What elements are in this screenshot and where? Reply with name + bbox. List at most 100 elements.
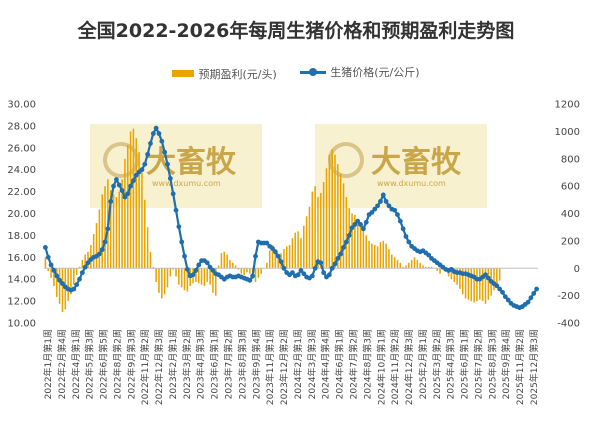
profit-bar [132,128,135,269]
y-left-tick-label: 26.00 [7,143,36,154]
profit-bar [166,268,169,288]
profit-bar [98,209,101,269]
profit-bar [67,268,69,302]
profit-bar [419,262,421,269]
profit-bar [351,213,353,269]
price-point [156,131,162,136]
profit-bar [464,268,467,299]
price-point [116,182,122,188]
profit-bar [78,266,81,269]
profit-bar [430,266,433,269]
profit-bar [291,238,294,269]
profit-bar [283,249,285,269]
price-point [525,299,531,305]
price-point [250,273,256,279]
y-right-tick-label: -400 [557,319,580,330]
price-point [343,239,349,245]
profit-bar [232,262,234,269]
x-tick-label: 2022年8月第2周 [111,329,123,399]
watermark: 大畜牧 www.dxumu.com 大畜牧 www.dxumu.com [90,124,487,208]
profit-bar [81,260,84,269]
profit-bar [217,265,220,269]
price-point [528,295,534,301]
profit-bar [371,243,373,269]
x-tick-label: 2025年2月第1周 [417,329,429,399]
x-tick-label: 2023年11月第1周 [264,329,276,405]
price-point [369,210,375,215]
legend-line-swatch [300,67,327,77]
legend-item-profit[interactable]: 预期盈利(元/头) [172,66,277,82]
profit-bar [112,194,115,269]
price-point [272,249,278,255]
profit-bar [47,268,50,271]
price-point [207,264,213,270]
profit-bar [223,251,226,269]
price-point [193,268,199,273]
price-point [128,183,133,189]
price-point [406,239,412,245]
price-point [111,183,116,189]
price-point [312,265,318,271]
y-left-tick-label: 18.00 [7,231,36,242]
y-left-tick-label: 16.00 [7,253,36,264]
profit-bar [104,186,106,269]
profit-bar [481,268,484,302]
price-point [301,271,307,277]
profit-bar [334,154,336,269]
profit-bar [399,262,402,269]
price-point [153,125,159,131]
legend-item-price[interactable]: 生猪价格(元/公斤) [300,64,420,80]
profit-bar [75,268,78,276]
y-right-tick-label: 400 [561,209,580,220]
price-point [270,246,275,251]
profit-bar [246,268,248,273]
price-point [278,259,284,265]
profit-bar [498,268,501,281]
y-right-tick-label: 600 [561,182,580,193]
price-point [167,176,173,181]
legend-label-price: 生猪价格(元/公斤) [330,66,420,79]
profit-bar [328,154,331,269]
profit-bar [484,268,487,304]
x-tick-label: 2022年9月第3周 [125,329,137,399]
x-tick-label: 2025年7月第2周 [473,329,485,399]
profit-bar [288,244,291,269]
price-point [363,219,369,225]
profit-bar [297,231,299,269]
price-point [352,222,358,227]
profit-bar [138,151,140,269]
price-point [497,286,503,292]
profit-bar [314,186,316,269]
profit-bar [243,268,245,276]
price-point [372,206,378,212]
price-point [204,260,210,266]
profit-bar [345,197,348,269]
price-point [74,282,80,288]
profit-bar [163,268,166,295]
profit-bar [186,268,189,292]
profit-bar [413,257,416,269]
price-point [505,297,511,303]
price-point [335,255,341,261]
y-axis-left: 10.00 12.00 14.00 16.00 18.00 20.00 22.00 24.00… [7,100,36,330]
y-right-tick-label: 0 [574,264,580,275]
price-point [346,233,352,238]
x-tick-label: 2025年6月第1周 [459,329,471,399]
price-point [395,212,400,218]
price-point [125,191,131,197]
price-point [426,252,432,258]
profit-bar [277,258,279,269]
profit-bar [393,257,396,269]
price-point [43,245,48,250]
x-tick-label: 2025年4月第3周 [445,329,457,399]
price-point [494,283,500,289]
profit-bar [260,268,262,274]
x-tick-label: 2024年10月第1周 [375,329,387,405]
price-point [383,199,389,204]
profit-bar [61,268,64,313]
x-tick-label: 2022年4月第1周 [70,329,82,399]
price-point [105,226,111,232]
profit-bar [129,131,132,269]
price-point [122,194,128,200]
